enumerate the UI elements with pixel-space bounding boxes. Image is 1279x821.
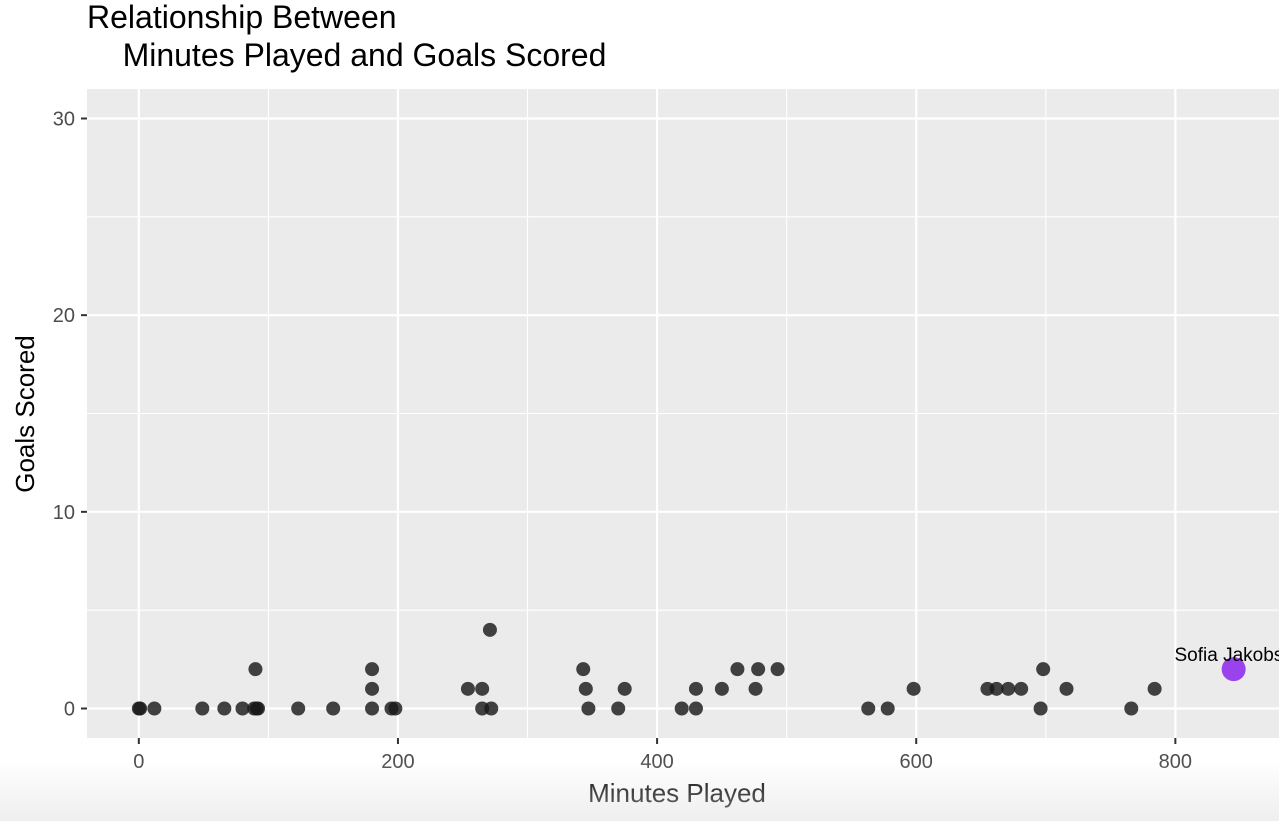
data-points: Sofia Jakobss (131, 622, 1279, 716)
data-point (475, 681, 490, 696)
data-point (751, 662, 766, 677)
data-point (770, 662, 785, 677)
data-point (578, 681, 593, 696)
highlighted-data-point (1221, 657, 1246, 682)
data-point (484, 701, 499, 716)
data-point (1033, 701, 1048, 716)
chart-title-line-2: Minutes Played and Goals Scored (87, 37, 606, 73)
data-point (748, 681, 763, 696)
data-point (1001, 681, 1016, 696)
data-point (251, 701, 266, 716)
data-point (730, 662, 745, 677)
data-point (133, 701, 148, 716)
x-axis-title: Minutes Played (588, 778, 766, 808)
data-point (611, 701, 626, 716)
data-point (617, 681, 632, 696)
data-point (482, 622, 497, 637)
data-point (365, 701, 380, 716)
data-point (581, 701, 596, 716)
data-point (1059, 681, 1074, 696)
data-point (1014, 681, 1029, 696)
data-point (989, 681, 1004, 696)
data-point (674, 701, 689, 716)
y-tick-label: 10 (53, 502, 75, 524)
data-point (388, 701, 403, 716)
data-point (576, 662, 591, 677)
x-tick-label: 800 (1159, 751, 1192, 773)
data-point (906, 681, 921, 696)
chart-title-line-1: Relationship Between (87, 0, 397, 35)
x-tick-label: 400 (640, 751, 673, 773)
data-point (147, 701, 162, 716)
data-point (1036, 662, 1051, 677)
data-point (688, 681, 703, 696)
data-point (195, 701, 210, 716)
y-axis-title: Goals Scored (10, 335, 40, 493)
data-point (1124, 701, 1139, 716)
y-tick-label: 30 (53, 109, 75, 131)
data-point (714, 681, 729, 696)
data-point (1147, 681, 1162, 696)
y-tick-label: 0 (64, 699, 75, 721)
y-tick-label: 20 (53, 305, 75, 327)
data-point (861, 701, 876, 716)
data-point (688, 701, 703, 716)
data-point (248, 662, 263, 677)
x-tick-label: 0 (133, 751, 144, 773)
x-tick-label: 600 (900, 751, 933, 773)
data-point (365, 681, 380, 696)
data-point (235, 701, 250, 716)
data-point (326, 701, 341, 716)
x-tick-label: 200 (381, 751, 414, 773)
data-point (880, 701, 895, 716)
data-point (217, 701, 232, 716)
highlighted-point-label: Sofia Jakobss (1175, 645, 1279, 666)
data-point (460, 681, 475, 696)
data-point (365, 662, 380, 677)
data-point (291, 701, 306, 716)
grid-lines (87, 89, 1279, 738)
